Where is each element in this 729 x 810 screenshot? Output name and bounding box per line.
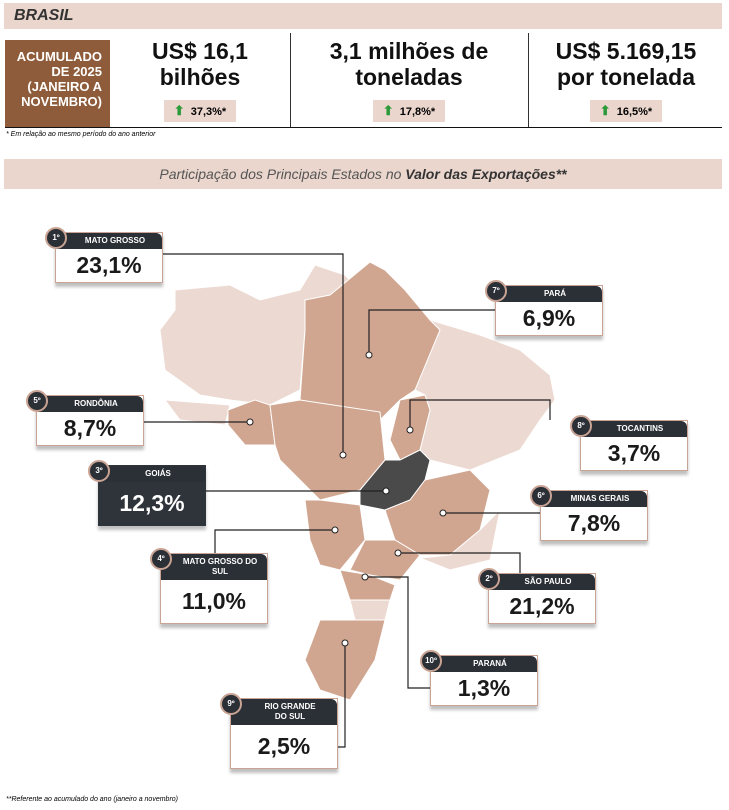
kpi-value-line2: toneladas [355, 64, 463, 90]
rank-badge: 3º [88, 460, 110, 482]
rank-badge: 6º [530, 485, 552, 507]
state-card-minas-gerais: 6º MINAS GERAIS 7,8% [530, 485, 648, 541]
state-name: SÃO PAULO [489, 574, 595, 590]
arrow-up-icon: ⬆ [173, 103, 185, 118]
arrow-up-icon: ⬆ [382, 103, 394, 118]
rank-badge: 10º [420, 650, 442, 672]
kpi-volume: 3,1 milhões de toneladas ⬆ 17,8%* [292, 35, 526, 127]
state-mato-grosso-do-sul [304, 499, 366, 571]
state-name: MATO GROSSO [56, 233, 162, 249]
state-card-mato-grosso-do-sul: 4º MATO GROSSO DO SUL 11,0% [150, 548, 268, 624]
state-card-parana: 10º PARANÁ 1,3% [420, 650, 538, 706]
change-badge: ⬆ 17,8%* [372, 100, 446, 122]
state-sao-paulo [349, 539, 421, 581]
header-title: BRASIL [14, 7, 74, 24]
state-share: 2,5% [257, 733, 311, 759]
kpi-value-line1: US$ 16,1 [152, 38, 248, 64]
state-share: 12,3% [119, 490, 185, 516]
kpi-value-line1: 3,1 milhões de [329, 38, 489, 64]
state-name: TOCANTINS [581, 421, 687, 437]
change-value: 17,8%* [399, 106, 436, 118]
rank-badge: 2º [478, 568, 500, 590]
state-share: 21,2% [509, 593, 575, 619]
arrow-up-icon: ⬆ [599, 103, 611, 118]
rank-badge: 4º [150, 548, 172, 570]
kpi-value: US$ 16,1 bilhões ⬆ 37,3%* [112, 35, 288, 127]
state-name: PARÁ [496, 286, 602, 302]
state-card-rondonia: 5º RONDÔNIA 8,7% [26, 390, 144, 446]
region-acre [163, 399, 231, 426]
rank-badge: 5º [26, 390, 48, 412]
footnote: **Referente ao acumulado do ano (janeiro… [6, 796, 178, 803]
state-share: 1,3% [457, 675, 511, 701]
divider [5, 127, 722, 128]
kpi-value-line1: US$ 5.169,15 [555, 38, 697, 64]
change-badge: ⬆ 16,5%* [589, 100, 663, 122]
divider [290, 33, 291, 127]
state-name: GOIÁS [99, 466, 205, 482]
region-northeast [414, 319, 556, 471]
state-share: 11,0% [182, 588, 246, 614]
change-value: 37,3%* [190, 106, 227, 118]
rank-badge: 7º [485, 280, 507, 302]
state-card-tocantins: 8º TOCANTINS 3,7% [570, 415, 688, 471]
state-card-sao-paulo: 2º SÃO PAULO 21,2% [478, 568, 596, 624]
state-name: RONDÔNIA [37, 396, 143, 412]
section-title-regular: Participação dos Principais Estados no [159, 166, 406, 182]
state-markers [246, 351, 447, 647]
period-label: ACUMULADO DE 2025 (JANEIRO A NOVEMBRO) [5, 40, 110, 127]
state-card-para: 7º PARÁ 6,9% [485, 280, 603, 336]
rank-badge: 9º [220, 693, 242, 715]
state-share: 23,1% [76, 252, 142, 278]
state-card-rio-grande-do-sul: 9º RIO GRANDE DO SUL 2,5% [220, 693, 338, 769]
section-title-bold: Valor das Exportações** [405, 166, 567, 182]
kpi-price: US$ 5.169,15 por tonelada ⬆ 16,5%* [530, 35, 722, 127]
state-share: 3,7% [607, 440, 661, 466]
state-name: PARANÁ [431, 656, 537, 672]
divider [528, 33, 529, 127]
change-badge: ⬆ 37,3%* [163, 100, 237, 122]
kpi-value-line2: bilhões [159, 64, 241, 90]
state-name: MINAS GERAIS [541, 491, 647, 507]
state-share: 7,8% [567, 510, 621, 536]
footnote: * Em relação ao mesmo período do ano ant… [6, 131, 156, 138]
header-band: BRASIL [4, 3, 722, 29]
change-value: 16,5%* [616, 106, 653, 118]
state-share: 8,7% [63, 415, 117, 441]
rank-badge: 1º [45, 227, 67, 249]
state-name: RIO GRANDE DO SUL [231, 699, 337, 725]
state-share: 6,9% [522, 305, 576, 331]
state-goias [359, 449, 431, 511]
state-mato-grosso [269, 399, 386, 501]
rank-badge: 8º [570, 415, 592, 437]
state-card-goias: 3º GOIÁS 12,3% [88, 460, 206, 526]
section-title: Participação dos Principais Estados no V… [4, 159, 722, 189]
state-name: MATO GROSSO DO SUL [161, 554, 267, 580]
connector-lines [140, 253, 551, 748]
kpi-value-line2: por tonelada [556, 64, 695, 90]
state-card-mato-grosso: 1º MATO GROSSO 23,1% [45, 227, 163, 283]
state-santa-catarina [349, 599, 391, 621]
region-southeast-coast [419, 508, 501, 571]
